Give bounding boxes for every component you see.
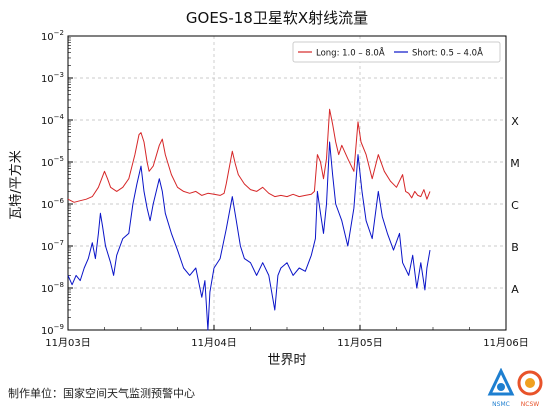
y-tick-label: 10−3 (41, 71, 64, 85)
y-tick-label: 10−8 (41, 281, 64, 295)
legend-label: Long: 1.0 – 8.0Å (316, 47, 385, 59)
y-tick-label: 10−9 (41, 323, 64, 337)
grid (68, 36, 506, 330)
x-tick-label: 11月03日 (45, 337, 90, 349)
y-tick-label: 10−4 (41, 113, 65, 127)
flare-class-label: M (510, 157, 520, 170)
x-tick-label: 11月06日 (483, 337, 528, 349)
nsmc-logo-label: NSMC (492, 401, 510, 408)
chart-title: GOES-18卫星软X射线流量 (186, 9, 368, 27)
y-axis-label: 瓦特/平方米 (8, 150, 24, 219)
legend: Long: 1.0 – 8.0Å Short: 0.5 – 4.0Å (292, 41, 501, 63)
flare-class-label: C (511, 199, 519, 212)
flare-class-labels: X M C B A (510, 115, 520, 296)
y-tick-label: 10−5 (41, 155, 64, 169)
legend-label: Short: 0.5 – 4.0Å (412, 47, 483, 59)
flare-class-label: X (511, 115, 519, 128)
flare-class-label: A (511, 283, 519, 296)
long-channel-line (67, 108, 431, 203)
ncsw-logo-icon: NCSW (516, 368, 544, 408)
credit-text: 制作单位：国家空间天气监测预警中心 (8, 387, 195, 400)
x-tick-label: 11月05日 (337, 337, 382, 349)
nsmc-logo-icon: NSMC (487, 367, 515, 408)
x-tick-label: 11月04日 (191, 337, 236, 349)
short-channel-line (67, 141, 431, 331)
series-group (67, 108, 431, 331)
plot-frame (67, 35, 507, 331)
x-axis-label: 世界时 (267, 353, 306, 368)
y-tick-label: 10−6 (41, 197, 65, 211)
y-tick-label: 10−2 (41, 29, 64, 43)
ncsw-logo-label: NCSW (520, 401, 540, 408)
y-tick-label: 10−7 (41, 239, 64, 253)
flare-class-label: B (511, 241, 519, 254)
